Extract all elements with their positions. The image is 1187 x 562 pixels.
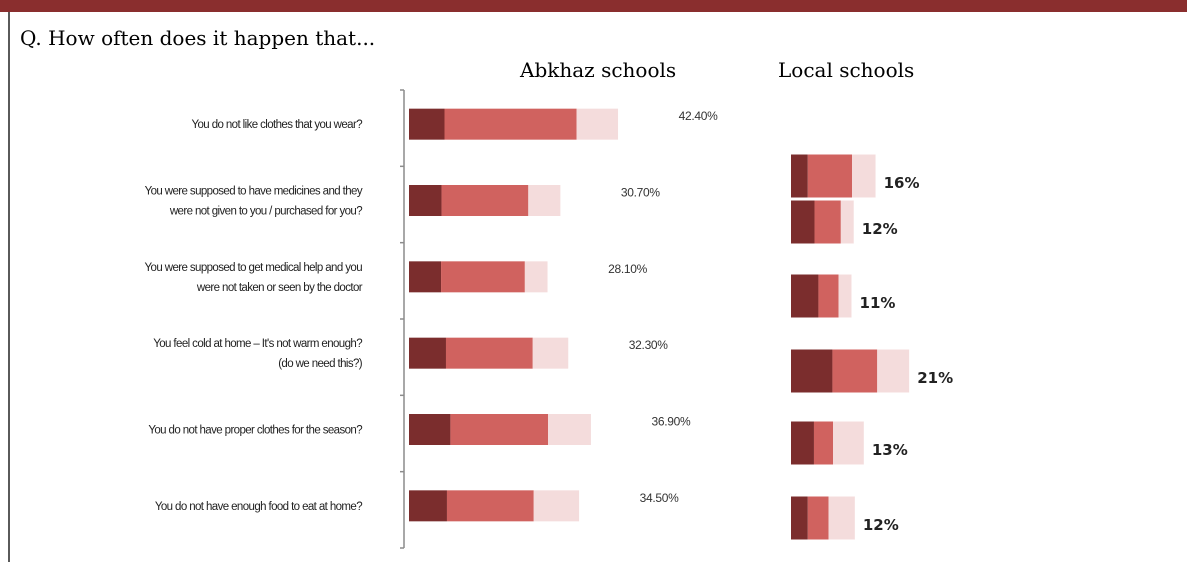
local-value-label: 12% (863, 516, 899, 534)
local-bar-segment (791, 496, 808, 540)
abkhaz-bar-segment (548, 414, 591, 445)
local-bar-segment (791, 200, 815, 244)
abkhaz-bar-segment (528, 185, 561, 216)
question-text: Q. How often does it happen that... (20, 26, 376, 50)
left-border (8, 12, 10, 562)
local-bar-segment (813, 421, 833, 465)
abkhaz-value-label: 28.10% (608, 262, 648, 276)
abkhaz-bar-segment (409, 337, 446, 369)
abkhaz-bar-segment (441, 185, 529, 216)
local-bar-segment (791, 274, 819, 318)
local-value-label: 13% (872, 441, 908, 459)
category-label: You were supposed to have medicines and … (145, 186, 363, 198)
abkhaz-bar-segment (445, 337, 533, 369)
abkhaz-value-label: 42.40% (679, 109, 719, 123)
local-bar-segment (838, 274, 852, 318)
local-bar-segment (832, 349, 878, 393)
abkhaz-bar-segment (409, 108, 445, 140)
abkhaz-bar-segment (450, 414, 549, 445)
local-bar-segment (791, 421, 814, 465)
local-value-label: 11% (860, 294, 896, 312)
local-bar-segment (791, 349, 833, 393)
category-label: You feel cold at home – It's not warm en… (153, 338, 362, 350)
local-bar-segment (807, 496, 829, 540)
abkhaz-value-label: 30.70% (621, 186, 661, 200)
abkhaz-bar-segment (533, 490, 580, 522)
category-label: You do not like clothes that you wear? (192, 119, 363, 131)
abkhaz-bar-segment (524, 261, 548, 293)
title-bar (0, 0, 1187, 12)
category-label: You do not have enough food to eat at ho… (155, 501, 362, 513)
abkhaz-bar-segment (444, 108, 577, 140)
local-value-label: 21% (917, 369, 953, 387)
local-bar-segment (877, 349, 910, 393)
abkhaz-value-label: 32.30% (629, 338, 669, 352)
category-label: You do not have proper clothes for the s… (148, 425, 362, 437)
abkhaz-bar-segment (409, 414, 451, 445)
abkhaz-bar-segment (576, 108, 619, 140)
category-label: (do we need this?) (278, 358, 363, 370)
local-value-label: 16% (884, 174, 920, 192)
abkhaz-value-label: 34.50% (640, 491, 680, 505)
local-bar-segment (814, 200, 841, 244)
local-bar-segment (833, 421, 864, 465)
category-label: were not taken or seen by the doctor (196, 282, 363, 294)
abkhaz-bar-segment (532, 337, 569, 369)
group-title-abkhaz: Abkhaz schools (520, 58, 677, 82)
group-title-local: Local schools (778, 58, 915, 82)
abkhaz-bar-segment (446, 490, 534, 522)
abkhaz-bar-segment (409, 185, 442, 216)
local-bar-segment (828, 496, 855, 540)
abkhaz-bar-segment (409, 490, 447, 522)
category-label: You were supposed to get medical help an… (145, 262, 363, 274)
local-bar-segment (840, 200, 854, 244)
local-bar-segment (852, 154, 876, 198)
abkhaz-bar-segment (409, 261, 442, 293)
local-bar-segment (818, 274, 839, 318)
abkhaz-bar-segment (441, 261, 525, 293)
local-bar-segment (807, 154, 853, 198)
local-bar-segment (791, 154, 808, 198)
local-value-label: 12% (862, 220, 898, 238)
abkhaz-value-label: 36.90% (651, 415, 691, 429)
category-label: were not given to you / purchased for yo… (169, 206, 362, 218)
